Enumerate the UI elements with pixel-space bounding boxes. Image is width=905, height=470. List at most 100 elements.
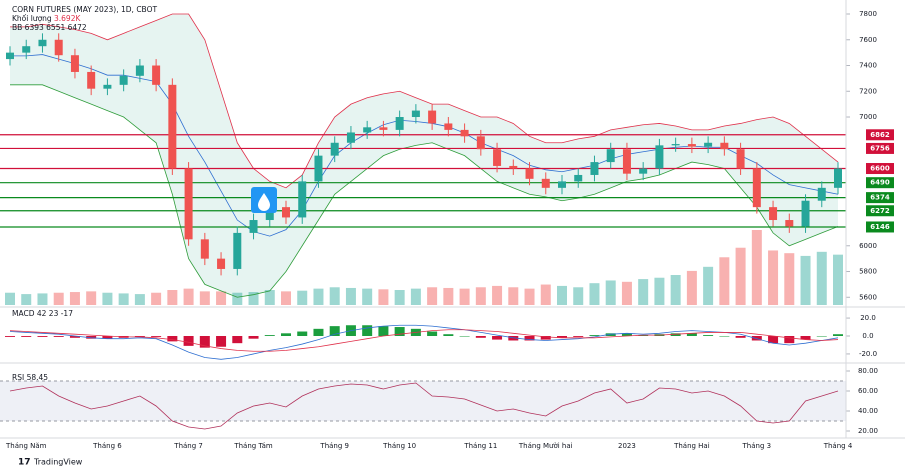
volume-bar xyxy=(69,292,80,305)
level-label: 6490 xyxy=(870,179,890,187)
macd-histogram-bar xyxy=(151,336,162,337)
candle-body xyxy=(574,174,583,182)
candle-body xyxy=(687,144,696,147)
macd-histogram-bar xyxy=(459,336,470,337)
candle-body xyxy=(233,232,242,269)
x-tick-label: Tháng Năm xyxy=(5,442,47,450)
level-label-box xyxy=(866,129,894,141)
bb-lower xyxy=(10,84,839,298)
level-label-box xyxy=(866,163,894,175)
candle-body xyxy=(428,110,437,124)
x-tick-label: 2023 xyxy=(618,442,636,450)
x-tick-label: Tháng 6 xyxy=(92,442,122,450)
macd-histogram-bar xyxy=(183,336,194,346)
macd-histogram-bar xyxy=(362,325,373,336)
y-tick-label: 7400 xyxy=(859,62,877,70)
y-tick-label: 7000 xyxy=(859,113,877,121)
candle-body xyxy=(785,220,794,227)
macd-histogram-bar xyxy=(833,334,843,336)
volume-bar xyxy=(21,294,32,305)
volume-bar xyxy=(751,230,762,305)
candle-body xyxy=(460,129,469,137)
volume-bar xyxy=(102,292,113,305)
y-tick-label: -20.0 xyxy=(859,350,877,358)
volume-bar xyxy=(768,250,779,305)
candle-body xyxy=(655,145,664,169)
candle-body xyxy=(476,136,485,150)
y-tick-label: 7800 xyxy=(859,10,877,18)
volume-bar xyxy=(427,287,438,305)
macd-line xyxy=(9,324,839,360)
volume-bar xyxy=(459,288,470,305)
volume-bar xyxy=(167,290,178,305)
x-tick-label: Tháng 11 xyxy=(463,442,497,450)
candle-body xyxy=(103,84,112,89)
candle-body xyxy=(834,168,842,188)
volume-bar xyxy=(735,247,746,305)
volume-bar xyxy=(605,280,616,305)
level-label: 6272 xyxy=(870,207,890,215)
rsi-band xyxy=(0,381,846,421)
macd-histogram-bar xyxy=(492,336,503,340)
macd-histogram-bar xyxy=(297,331,308,336)
candle-body xyxy=(87,71,96,89)
volume-bar xyxy=(362,288,373,305)
volume-bar xyxy=(833,254,843,305)
level-label: 6862 xyxy=(870,131,890,139)
chart-title: CORN FUTURES (MAY 2023), 1D, CBOT xyxy=(12,5,157,14)
candle-body xyxy=(330,142,339,156)
volume-bar xyxy=(540,284,551,305)
y-tick-label: 6000 xyxy=(859,242,877,250)
macd-histogram-bar xyxy=(443,334,454,336)
volume-bar xyxy=(37,293,48,305)
candle-body xyxy=(541,178,550,188)
candle-body xyxy=(395,117,404,130)
candle-body xyxy=(671,144,680,146)
candle-body xyxy=(314,155,323,182)
macd-histogram-bar xyxy=(199,336,210,348)
y-tick-label: 0.0 xyxy=(862,332,873,340)
under-layer: 7800 7600 7400 7200 7000 6000 5800 5600 Tháng Nă… xyxy=(0,10,894,450)
candle-body xyxy=(736,149,745,169)
macd-histogram-bar xyxy=(313,328,324,336)
candle-body xyxy=(493,149,502,166)
volume-bar xyxy=(5,292,15,305)
volume-bar xyxy=(216,291,227,305)
macd-histogram-bar xyxy=(557,336,567,338)
candle-body xyxy=(168,84,177,169)
candle-body xyxy=(282,207,290,218)
candle-body xyxy=(6,52,14,60)
macd-header: MACD 42 23 -17 xyxy=(12,309,73,318)
volume-bar xyxy=(784,253,795,305)
volume-bar xyxy=(248,292,259,305)
level-label-box xyxy=(866,177,894,189)
candle-body xyxy=(217,258,226,269)
macd-histogram-bar xyxy=(703,335,714,336)
macd-histogram-bar xyxy=(589,335,600,336)
x-tick-label: Tháng 7 xyxy=(173,442,203,450)
macd-histogram-bar xyxy=(784,336,795,344)
candle-body xyxy=(54,39,63,56)
y-tick-label: 20.0 xyxy=(860,314,876,322)
macd-histogram-bar xyxy=(573,336,584,337)
volume-bar xyxy=(557,285,567,305)
macd-histogram-bar xyxy=(540,336,551,340)
candle-body xyxy=(265,207,274,221)
macd-histogram-bar xyxy=(167,336,178,342)
volume-bar xyxy=(281,291,291,305)
macd-histogram-bar xyxy=(670,333,681,336)
volume-bar xyxy=(524,288,535,305)
volume-bar xyxy=(345,287,356,305)
x-tick-label: Tháng Tám xyxy=(233,442,273,450)
bb-upper xyxy=(10,13,839,189)
level-label-box xyxy=(866,192,894,204)
volume-bar xyxy=(800,255,811,305)
macd-histogram-bar xyxy=(69,336,80,338)
y-tick-label: 60.00 xyxy=(858,387,878,395)
x-tick-label: Tháng Mười hai xyxy=(518,442,573,450)
candle-body xyxy=(622,149,631,174)
level-label: 6374 xyxy=(870,194,890,202)
signal-line xyxy=(9,329,839,352)
macd-histogram-bar xyxy=(216,336,227,347)
